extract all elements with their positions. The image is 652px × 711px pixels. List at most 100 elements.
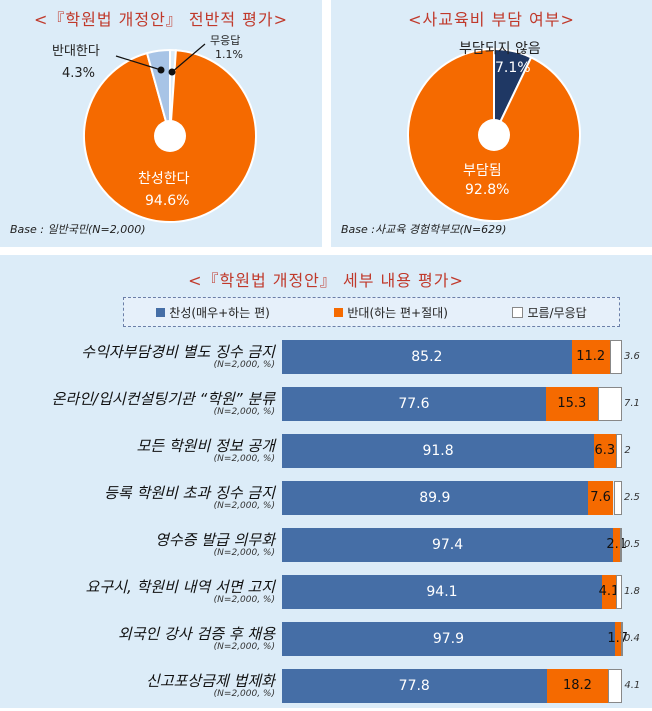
bar-value-oppose: 1.7 [607, 631, 629, 646]
stacked-bar: 85.2 11.2 3.6 [282, 340, 640, 374]
bar-segment-support [282, 481, 588, 515]
legend-label-unknown: 모름/무응답 [527, 305, 587, 320]
leader-line-no-answer-dot [168, 68, 176, 76]
bar-value-oppose: 6.3 [594, 443, 616, 458]
bar-row: 신고포상금제 법제화 (N=2,000, %) 77.8 18.2 4.1 [0, 664, 652, 711]
category-label: 신고포상금제 법제화 [146, 672, 275, 690]
bar-segment-support [282, 434, 595, 468]
bar-row: 수익자부담경비 별도 징수 금지 (N=2,000, %) 85.2 11.2 3.6 [0, 335, 652, 382]
bar-row: 영수증 발급 의무화 (N=2,000, %) 97.4 2.1 0.5 [0, 523, 652, 570]
bar-value-support: 77.8 [398, 678, 430, 694]
bar-value-support: 94.1 [426, 584, 458, 600]
pie-label-oppose: 반대한다 [52, 44, 100, 59]
bar-value-unknown: 0.5 [624, 539, 640, 550]
category-label: 등록 학원비 초과 징수 금지 [104, 484, 275, 502]
bar-segment-oppose [587, 481, 614, 515]
legend-label-support: 찬성(매우+하는 편) [169, 305, 270, 320]
bar-value-support: 91.8 [422, 443, 454, 459]
bar-value-unknown: 4.1 [624, 680, 641, 691]
category-label: 온라인/입시컨설팅기관 “학원” 분류 [51, 390, 275, 408]
bar-row: 요구시, 학원비 내역 서면 고지 (N=2,000, %) 94.1 4.1 1.8 [0, 570, 652, 617]
bar-row: 모든 학원비 정보 공개 (N=2,000, %) 91.8 6.3 2 [0, 429, 652, 476]
category-note: (N=2,000, %) [213, 689, 275, 699]
category-label: 영수증 발급 의무화 [155, 531, 275, 549]
pie-label-burdened: 부담됨 [463, 163, 502, 179]
legend-swatch-oppose [334, 307, 344, 317]
pie-value-not-burdened: 7.1% [495, 60, 531, 76]
category-label: 모든 학원비 정보 공개 [136, 437, 275, 455]
bar-segment-unknown [615, 575, 622, 609]
bar-value-support: 89.9 [419, 490, 451, 506]
bar-segment-oppose [546, 669, 609, 703]
bar-segment-oppose [614, 622, 621, 656]
bar-value-unknown: 7.1 [624, 398, 640, 409]
bar-value-oppose: 11.2 [576, 349, 606, 364]
bar-segment-support [282, 669, 547, 703]
legend-item-oppose: 반대(하는 편+절대) [334, 304, 448, 321]
stacked-bar: 97.4 2.1 0.5 [282, 528, 640, 562]
bar-value-support: 85.2 [411, 349, 443, 365]
leader-line-oppose [115, 55, 162, 71]
bar-segment-support [282, 387, 546, 421]
stacked-bar: 89.9 7.6 2.5 [282, 481, 640, 515]
category-note: (N=2,000, %) [213, 407, 275, 417]
bar-value-unknown: 1.8 [624, 586, 640, 597]
category-label: 수익자부담경비 별도 징수 금지 [81, 343, 275, 361]
detail-evaluation-title: <『학원법 개정안』 세부 내용 평가> [188, 271, 464, 290]
leader-line-no-answer [171, 43, 206, 73]
bar-value-support: 77.6 [398, 396, 430, 412]
bar-segment-oppose [571, 340, 610, 374]
category-note: (N=2,000, %) [213, 360, 275, 370]
bar-segment-unknown [608, 669, 623, 703]
bar-segment-unknown [620, 622, 623, 656]
bar-row: 외국인 강사 검증 후 채용 (N=2,000, %) 97.9 1.7 0.4 [0, 617, 652, 664]
category-label: 외국인 강사 검증 후 채용 [117, 625, 275, 643]
bar-value-oppose: 18.2 [562, 678, 592, 693]
overall-evaluation-base-note: Base : 일반국민(N=2,000) [10, 223, 146, 236]
bar-value-oppose: 7.6 [590, 490, 611, 505]
bar-segment-oppose [545, 387, 598, 421]
bar-segment-support [282, 528, 614, 562]
pie-center-hole [154, 120, 186, 152]
bar-value-support: 97.4 [431, 537, 464, 553]
burden-panel: <사교육비 부담 여부> 부담되지 않음 7.1% 부담됨 92.8% Base… [331, 0, 652, 247]
stacked-bar: 94.1 4.1 1.8 [282, 575, 640, 609]
pie-label-not-burdened: 부담되지 않음 [459, 41, 541, 57]
bar-segment-unknown [613, 481, 622, 515]
bar-segment-oppose [601, 575, 616, 609]
stacked-bar: 91.8 6.3 2 [282, 434, 631, 468]
bar-value-unknown: 2.5 [624, 492, 640, 503]
bar-value-oppose: 4.1 [598, 584, 620, 599]
bar-value-unknown: 0.4 [624, 633, 640, 644]
pie-slice-1 [145, 48, 171, 137]
pie-label-no-answer: 무응답 [210, 34, 241, 47]
burden-pie [407, 47, 581, 222]
burden-title: <사교육비 부담 여부> [408, 10, 575, 29]
bar-value-oppose: 15.3 [557, 396, 587, 411]
overall-evaluation-pie [83, 43, 257, 223]
legend-item-unknown: 모름/무응답 [512, 304, 587, 321]
category-note: (N=2,000, %) [213, 642, 275, 652]
bar-row: 온라인/입시컨설팅기관 “학원” 분류 (N=2,000, %) 77.6 15.3 7… [0, 382, 652, 429]
overall-evaluation-panel: <『학원법 개정안』 전반적 평가> 반대한다 4.3% 무응답 1.1% 찬성… [0, 0, 322, 247]
bar-value-unknown: 2 [624, 445, 631, 456]
stacked-bar: 77.8 18.2 4.1 [282, 669, 640, 703]
bar-segment-support [282, 340, 572, 374]
bar-segment-unknown [609, 340, 622, 374]
pie-value-burdened: 92.8% [465, 182, 510, 198]
bar-segment-unknown [597, 387, 622, 421]
legend-label-oppose: 반대(하는 편+절대) [347, 305, 448, 320]
leader-line-oppose-dot [157, 66, 165, 74]
bar-segment-unknown [615, 434, 623, 468]
burden-base-note: Base :사교육 경험학부모(N=629) [341, 223, 507, 236]
category-label: 요구시, 학원비 내역 서면 고지 [85, 578, 275, 596]
bar-segment-support [282, 622, 615, 656]
legend-swatch-unknown [512, 306, 524, 318]
legend-item-support: 찬성(매우+하는 편) [156, 304, 270, 321]
category-note: (N=2,000, %) [213, 595, 275, 605]
category-note: (N=2,000, %) [213, 548, 275, 558]
pie-center-hole [478, 119, 510, 151]
bar-row: 등록 학원비 초과 징수 금지 (N=2,000, %) 89.9 7.6 2.5 [0, 476, 652, 523]
bar-segment-oppose [594, 434, 616, 468]
legend-swatch-support [156, 307, 166, 317]
